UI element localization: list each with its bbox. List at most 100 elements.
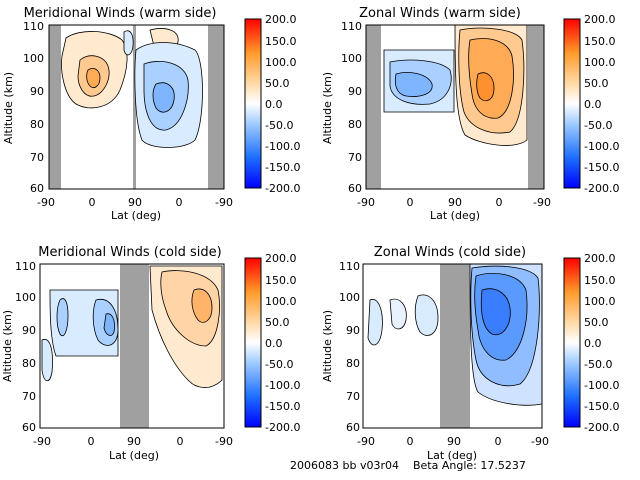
contour-negative (103, 313, 115, 336)
colorbar-tick-label: 0.0 (584, 98, 602, 111)
colorbar: 200.0 150.0 100.0 50.0 0.0 -50.0 -100.0 … (563, 13, 619, 195)
run-id: 2006083 bb v03r04 (290, 459, 399, 472)
y-tick-label: 60 (30, 182, 44, 195)
panel-title: Zonal Winds (cold side) (374, 245, 526, 260)
colorbar-tick-label: 50.0 (584, 77, 609, 90)
x-tick-label: 0 (495, 435, 502, 448)
y-tick-label: 110 (341, 20, 362, 33)
plot-area (362, 263, 543, 429)
x-tick-label: 90 (128, 196, 142, 209)
y-axis: 110 100 90 80 70 60 Altitude (km) (321, 20, 362, 195)
plot-area (48, 24, 225, 190)
colorbar-tick-label: -100.0 (584, 379, 619, 392)
x-tick-label: 0 (496, 196, 503, 209)
y-tick-label: 90 (30, 85, 44, 98)
y-tick-label: 60 (348, 182, 362, 195)
colorbar-tick-label: -50.0 (584, 358, 612, 371)
colorbar-tick-label: 100.0 (265, 295, 297, 308)
colorbar-gradient (563, 18, 581, 189)
y-axis: 110 100 90 80 70 60 Altitude (km) (321, 260, 360, 434)
y-tick-label: 60 (22, 421, 36, 434)
y-tick-label: 80 (346, 357, 360, 370)
colorbar-tick-label: 100.0 (584, 56, 616, 69)
contour-negative (480, 288, 511, 336)
panel-title: Meridional Winds (warm side) (24, 6, 217, 21)
no-data-strip (120, 264, 149, 428)
colorbar-tick-label: -200.0 (265, 421, 300, 434)
plot-frame (362, 263, 543, 429)
y-axis-label: Altitude (km) (321, 72, 334, 144)
x-tick-label: -90 (215, 435, 233, 448)
x-tick-label: -90 (533, 196, 551, 209)
colorbar-tick-label: -50.0 (584, 119, 612, 132)
contour-negative (367, 298, 383, 346)
panel-title: Zonal Winds (warm side) (359, 6, 521, 21)
colorbar-tick-label: -150.0 (584, 161, 619, 174)
panel-meridional-warm: Meridional Winds (warm side) 110 100 90 … (2, 6, 300, 222)
x-axis: -90 0 90 0 -90 Lat (deg) (357, 196, 551, 222)
x-tick-label: 90 (448, 196, 462, 209)
contour-negative (41, 338, 53, 382)
beta-angle: Beta Angle: 17.5237 (412, 459, 526, 472)
no-data-strip (133, 25, 136, 189)
y-tick-label: 100 (341, 52, 362, 65)
no-data-strip (208, 25, 224, 189)
colorbar-tick-label: 150.0 (265, 274, 297, 287)
y-tick-label: 60 (346, 421, 360, 434)
colorbar-tick-label: 150.0 (584, 274, 616, 287)
colorbar-gradient (244, 257, 262, 428)
y-tick-label: 110 (15, 260, 36, 273)
colorbar-tick-label: -100.0 (584, 140, 619, 153)
x-tick-label: -90 (357, 435, 375, 448)
x-tick-label: -90 (215, 196, 233, 209)
contour-positive (191, 288, 213, 323)
colorbar-tick-label: 50.0 (584, 316, 609, 329)
no-data-strip (366, 25, 381, 189)
y-axis: 110 100 90 80 70 60 Altitude (km) (2, 20, 44, 195)
colorbar-tick-label: 150.0 (265, 35, 297, 48)
x-tick-label: -90 (37, 196, 55, 209)
x-axis-label: Lat (deg) (430, 209, 480, 222)
no-data-strip (528, 25, 544, 189)
x-axis: -90 0 90 0 -90 Lat (deg) (357, 435, 549, 462)
x-tick-label: 0 (177, 435, 184, 448)
colorbar-tick-label: -200.0 (265, 182, 300, 195)
y-tick-label: 80 (22, 357, 36, 370)
colorbar-tick-label: -100.0 (265, 140, 300, 153)
no-data-strip (440, 264, 470, 428)
contour-positive (160, 270, 220, 347)
contour-positive (476, 72, 495, 102)
colorbar-tick-label: 0.0 (584, 337, 602, 350)
x-tick-label: -90 (357, 196, 375, 209)
x-tick-label: 0 (88, 435, 95, 448)
x-tick-label: 0 (407, 435, 414, 448)
y-axis-label: Altitude (km) (2, 72, 15, 144)
colorbar: 200.0 150.0 100.0 50.0 0.0 -50.0 -100.0 … (244, 252, 300, 434)
colorbar-tick-label: 150.0 (584, 35, 616, 48)
no-data-strip (49, 25, 61, 189)
x-tick-label: 0 (407, 196, 414, 209)
plot-frame (39, 263, 225, 429)
colorbar: 200.0 150.0 100.0 50.0 0.0 -50.0 -100.0 … (244, 13, 300, 195)
y-tick-label: 100 (23, 52, 44, 65)
y-tick-label: 70 (30, 151, 44, 164)
y-tick-label: 90 (346, 324, 360, 337)
y-tick-label: 80 (348, 118, 362, 131)
panel-meridional-cold: Meridional Winds (cold side) 110 100 90 … (1, 245, 300, 462)
colorbar-tick-label: -50.0 (265, 358, 293, 371)
colorbar-tick-label: 50.0 (265, 316, 290, 329)
y-tick-label: 70 (348, 151, 362, 164)
colorbar-tick-label: 200.0 (265, 252, 297, 265)
x-axis: -90 0 90 0 -90 Lat (deg) (37, 196, 233, 222)
colorbar-tick-label: -100.0 (265, 379, 300, 392)
y-axis-label: Altitude (km) (1, 310, 14, 382)
contour-negative (56, 298, 69, 337)
colorbar-tick-label: 100.0 (265, 56, 297, 69)
x-axis-label: Lat (deg) (427, 449, 477, 462)
y-axis: 110 100 90 80 70 60 Altitude (km) (1, 260, 36, 434)
x-axis-label: Lat (deg) (109, 449, 159, 462)
colorbar-gradient (563, 257, 581, 428)
colorbar-tick-label: 200.0 (265, 13, 297, 26)
colorbar-tick-label: -200.0 (584, 421, 619, 434)
